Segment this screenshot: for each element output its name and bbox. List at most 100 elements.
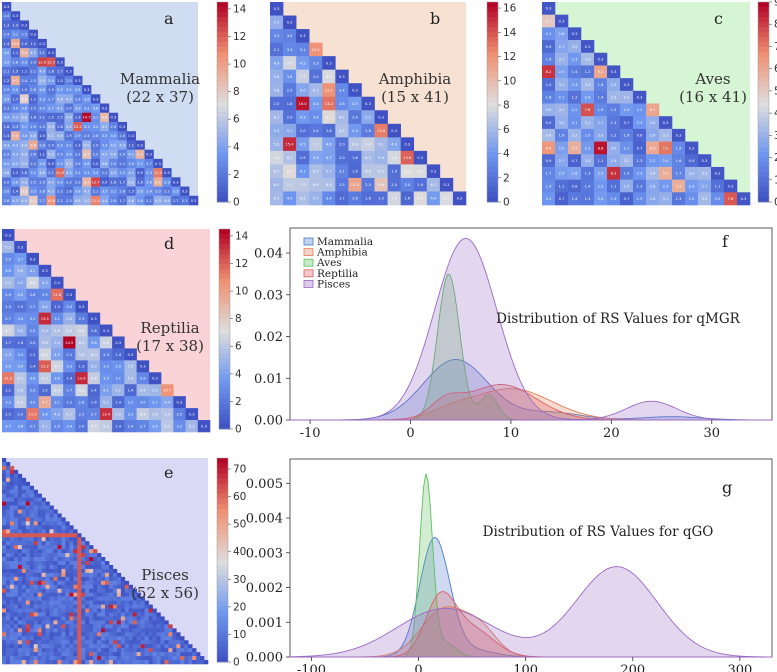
cell-value: 1.2 bbox=[30, 97, 36, 101]
heatmap-cell bbox=[2, 640, 7, 645]
heatmap-cell bbox=[93, 561, 98, 566]
cell-value: 1.0 bbox=[93, 162, 99, 166]
cell-value: 0.3 bbox=[417, 156, 423, 160]
heatmap-cell bbox=[120, 640, 126, 645]
cell-value: 2.4 bbox=[119, 153, 125, 157]
heatmap-cell bbox=[19, 57, 30, 67]
heatmap-cell bbox=[568, 52, 582, 66]
heatmap-cell bbox=[9, 493, 15, 498]
heatmap-cell bbox=[5, 568, 11, 574]
heatmap-cell bbox=[105, 580, 110, 586]
heatmap-cell bbox=[120, 612, 126, 617]
heatmap-cell bbox=[196, 652, 201, 657]
colorbar-frame bbox=[757, 1, 770, 203]
heatmap-cell bbox=[5, 481, 11, 487]
heatmap-cell bbox=[685, 154, 699, 168]
heatmap-cell bbox=[97, 628, 102, 633]
heatmap-cell bbox=[112, 660, 118, 665]
colorbar-segment bbox=[217, 142, 228, 148]
heatmap-cell bbox=[61, 636, 66, 641]
heatmap-cell bbox=[25, 620, 31, 625]
heatmap-cell bbox=[38, 300, 52, 313]
heatmap-cell bbox=[57, 517, 62, 522]
heatmap-cell bbox=[192, 660, 197, 665]
cell-value: 2.4 bbox=[585, 96, 591, 100]
cell-value: 2.8 bbox=[598, 134, 604, 138]
cell-value: 3.3 bbox=[66, 365, 72, 369]
heatmap-cell bbox=[28, 140, 38, 150]
heatmap-cell bbox=[46, 131, 56, 141]
cell-value: 1.0 bbox=[39, 134, 45, 138]
heatmap-cell bbox=[26, 336, 40, 349]
heatmap-cell bbox=[161, 420, 174, 433]
cell-value: 3.6 bbox=[13, 180, 19, 184]
heatmap-cell bbox=[73, 640, 78, 645]
heatmap-cell bbox=[38, 420, 52, 433]
heatmap-cell bbox=[140, 628, 145, 633]
heatmap-cell bbox=[46, 57, 56, 67]
heatmap-cell bbox=[93, 600, 98, 605]
heatmap-cell bbox=[189, 195, 199, 206]
legend-label: Mammalia bbox=[317, 236, 373, 248]
colorbar-segment bbox=[487, 182, 498, 188]
heatmap-cell bbox=[120, 656, 126, 661]
heatmap-cell bbox=[85, 572, 90, 578]
cell-value: 4.8 bbox=[57, 97, 63, 101]
heatmap-cell bbox=[101, 580, 106, 586]
cell-value: 1.9 bbox=[48, 88, 54, 92]
heatmap-cell bbox=[85, 541, 90, 546]
colorbar-segment bbox=[758, 37, 769, 43]
heatmap-cell bbox=[29, 624, 34, 629]
heatmap-cell bbox=[144, 616, 149, 621]
heatmap-cell bbox=[57, 545, 62, 550]
cell-value: 12.5 bbox=[47, 60, 55, 64]
heatmap-cell bbox=[5, 640, 11, 645]
heatmap-cell bbox=[132, 656, 137, 661]
heatmap-cell bbox=[53, 509, 58, 514]
heatmap-cell bbox=[85, 568, 90, 574]
heatmap-cell bbox=[100, 149, 110, 160]
cell-value: 9.4 bbox=[21, 51, 27, 55]
heatmap-cell bbox=[173, 408, 186, 421]
heatmap-cell bbox=[132, 608, 137, 613]
heatmap-cell bbox=[2, 336, 15, 349]
heatmap-cell bbox=[73, 596, 78, 601]
heatmap-cell bbox=[21, 656, 27, 661]
heatmap-cell bbox=[140, 612, 145, 617]
heatmap-cell bbox=[737, 192, 751, 206]
cell-value: 9.0 bbox=[102, 116, 108, 120]
heatmap-cell bbox=[5, 557, 11, 562]
cell-value: 3.2 bbox=[111, 190, 117, 194]
heatmap-cell bbox=[81, 576, 86, 582]
heatmap-cell bbox=[21, 533, 27, 538]
heatmap-cell bbox=[13, 632, 19, 637]
cell-value: 11.8 bbox=[53, 293, 62, 297]
heatmap-cell bbox=[73, 616, 78, 621]
heatmap-cell bbox=[117, 168, 128, 178]
cell-value: 2.3 bbox=[572, 57, 578, 61]
colorbar-segment bbox=[219, 244, 230, 250]
heatmap-cell bbox=[46, 48, 56, 58]
heatmap-cell bbox=[124, 608, 130, 613]
plot-frame bbox=[289, 227, 773, 421]
heatmap-cell bbox=[53, 584, 58, 590]
heatmap-cell bbox=[128, 632, 134, 637]
heatmap-cell bbox=[53, 612, 58, 617]
heatmap-cell bbox=[105, 632, 110, 637]
heatmap-cell bbox=[57, 584, 62, 590]
cell-value: 4.0 bbox=[17, 293, 23, 297]
heatmap-cell bbox=[89, 545, 94, 550]
heatmap-cell bbox=[108, 644, 114, 649]
heatmap-cell bbox=[168, 628, 173, 633]
heatmap-cell bbox=[21, 592, 27, 597]
heatmap-cell bbox=[69, 616, 74, 621]
heatmap-cell bbox=[2, 489, 7, 494]
cell-value: 4.1 bbox=[103, 389, 109, 393]
heatmap-cell bbox=[61, 557, 66, 562]
heatmap-cell bbox=[542, 192, 556, 206]
heatmap-cell bbox=[148, 396, 162, 409]
heatmap-cell bbox=[108, 564, 114, 570]
heatmap-cell bbox=[105, 576, 110, 582]
colorbar-segment bbox=[217, 17, 228, 23]
cell-value: 0.3 bbox=[57, 60, 63, 64]
